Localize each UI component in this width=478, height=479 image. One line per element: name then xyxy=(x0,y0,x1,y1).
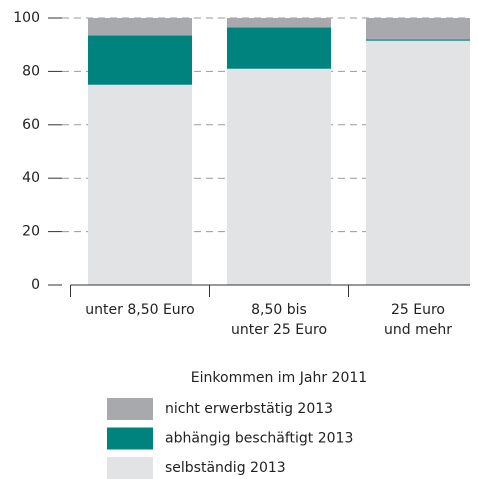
y-tick-label: 0 xyxy=(31,277,40,293)
y-tick-label: 20 xyxy=(22,224,40,240)
bar-segment xyxy=(227,18,331,28)
y-tick-label: 40 xyxy=(22,170,40,186)
bar-segment xyxy=(88,84,192,285)
y-tick-label: 100 xyxy=(13,10,40,26)
bar-segment xyxy=(366,39,470,41)
y-tick-label: 80 xyxy=(22,63,40,79)
x-axis-label: Einkommen im Jahr 2011 xyxy=(191,370,367,386)
bar-segment xyxy=(227,27,331,69)
legend-swatch xyxy=(107,427,153,450)
bar-segment xyxy=(366,18,470,40)
x-tick-label: unter 8,50 Euro xyxy=(85,302,194,318)
bar-segment xyxy=(366,40,470,285)
x-tick-label: 8,50 bis unter 25 Euro xyxy=(231,302,327,338)
bar-segment xyxy=(227,68,331,285)
legend-swatch xyxy=(107,457,153,479)
legend-swatch xyxy=(107,398,153,420)
bar-segment xyxy=(88,18,192,36)
x-tick-label: 25 Euro und mehr xyxy=(384,302,452,338)
bar-segment xyxy=(88,35,192,85)
y-tick-label: 60 xyxy=(22,117,40,133)
legend-label: nicht erwerbstätig 2013 xyxy=(165,401,333,417)
legend-label: selbständig 2013 xyxy=(165,460,286,476)
legend-label: abhängig beschäftigt 2013 xyxy=(165,431,353,447)
